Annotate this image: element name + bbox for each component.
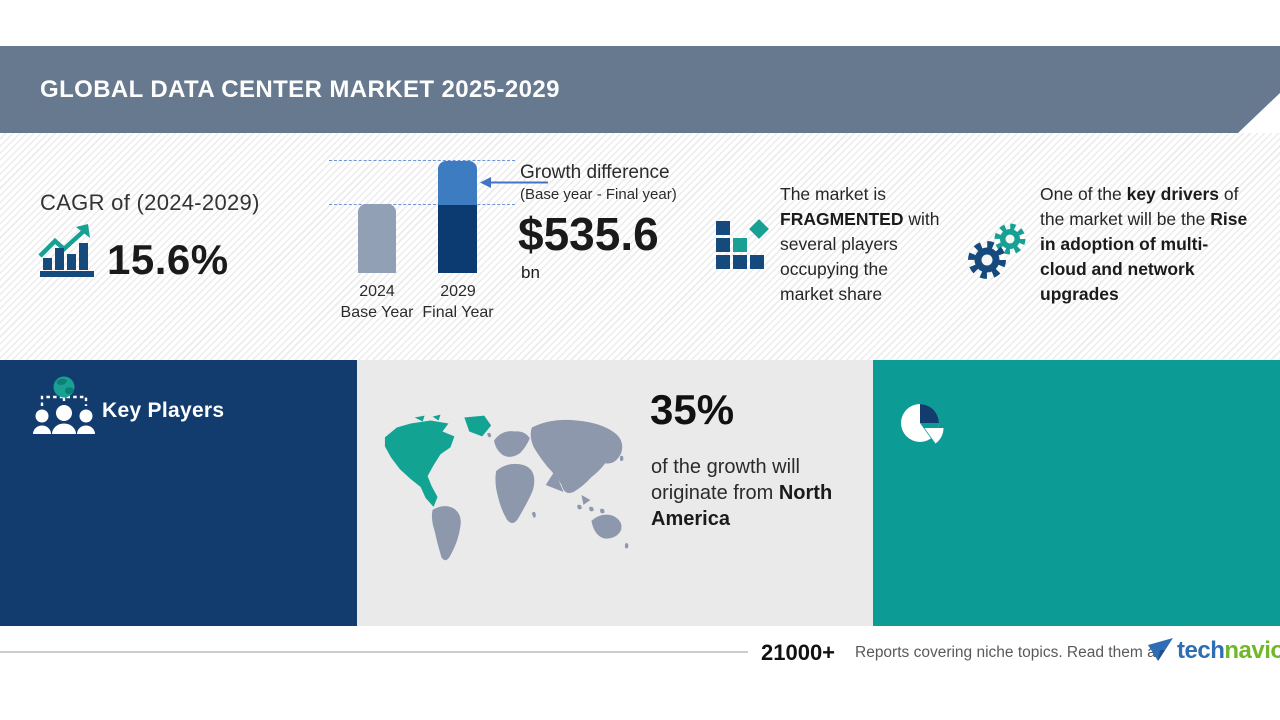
bar-2029: [438, 161, 477, 273]
gears-icon: [968, 223, 1026, 279]
header-bar: GLOBAL DATA CENTER MARKET 2025-2029: [0, 46, 1280, 133]
growth-difference-subtitle: (Base year - Final year): [520, 186, 677, 203]
segmentation-panel: Market Segmentation By Component IT infr…: [873, 360, 1280, 626]
label-2029: 2029 Final Year: [422, 283, 494, 321]
pie-chart-icon: [901, 404, 944, 444]
key-players-panel: 365 Data Centers Amazon.com Inc. Apple I…: [0, 360, 357, 626]
globe-org-chart-icon: [33, 376, 95, 434]
key-driver-text: One of the key drivers of the market wil…: [1040, 184, 1248, 304]
cagr-value: 15.6%: [107, 236, 229, 283]
guide-line-final: [329, 160, 515, 161]
region-panel: 35% of the growth will originate from No…: [357, 360, 873, 626]
region-text: of the growth will originate from North …: [651, 456, 833, 530]
label-2024: 2024 Base Year: [340, 283, 414, 321]
fragmented-squares-icon: [716, 219, 769, 269]
footer-text: Reports covering niche topics. Read them…: [855, 644, 1160, 661]
cagr-label: CAGR of (2024-2029): [40, 190, 260, 215]
growth-difference-title: Growth difference: [520, 162, 670, 183]
brand-navio: navio: [1224, 637, 1280, 664]
growth-difference-unit: bn: [521, 263, 540, 282]
page-title: GLOBAL DATA CENTER MARKET 2025-2029: [40, 76, 560, 103]
key-players-title: Key Players: [102, 399, 225, 422]
technavio-plane-icon: [1148, 638, 1173, 661]
fragmented-text: The market is FRAGMENTED with several pl…: [780, 184, 940, 304]
striped-background: [0, 133, 1280, 360]
footer-divider: [0, 651, 748, 653]
technavio-logo: technavio™: [1148, 637, 1280, 665]
growth-bar-chart: [329, 155, 515, 273]
reports-count: 21000+: [761, 640, 836, 665]
growth-difference-arrow-icon: [480, 177, 548, 188]
bar-chart-up-arrow-icon: [38, 224, 94, 277]
bar-2024: [358, 204, 396, 273]
region-percentage: 35%: [650, 386, 735, 433]
brand-tech: tech: [1177, 637, 1225, 664]
growth-difference-value: $535.6: [518, 208, 659, 260]
world-map-graphic: [384, 414, 629, 561]
bar-2029-base-segment: [438, 205, 477, 273]
guide-line-base: [329, 204, 515, 205]
bar-2029-growth-segment: [438, 161, 477, 205]
